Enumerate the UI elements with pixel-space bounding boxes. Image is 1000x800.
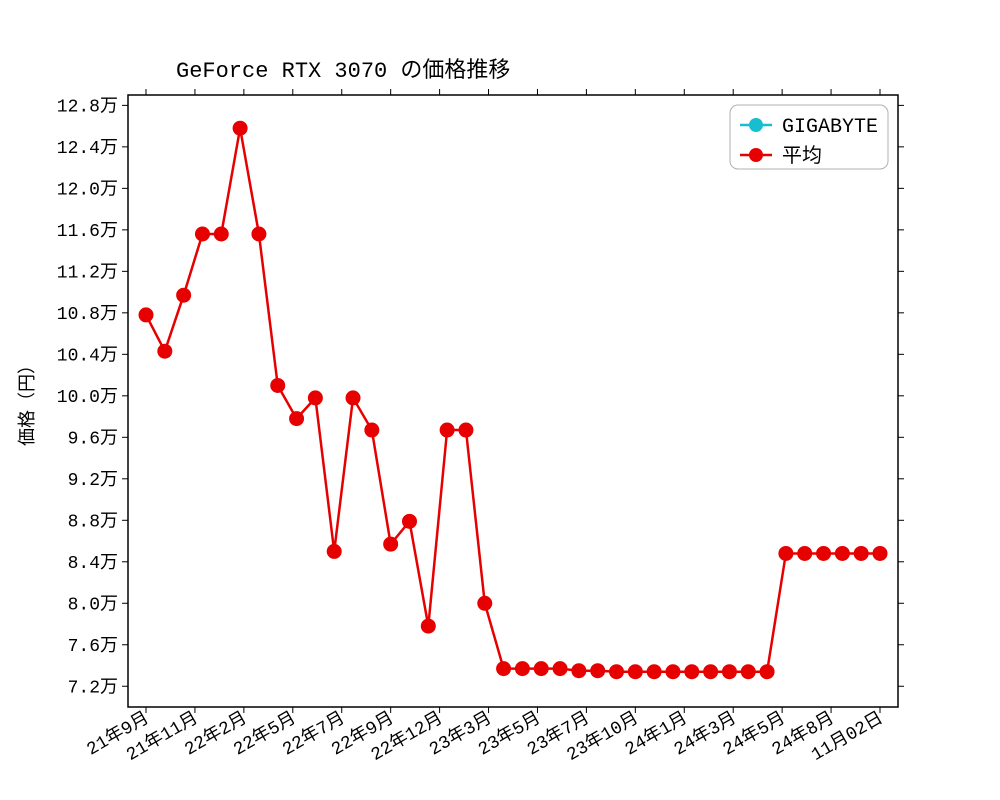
series-marker xyxy=(158,344,172,358)
series-marker xyxy=(722,665,736,679)
series-marker xyxy=(704,665,718,679)
y-tick-label: 8.4万 xyxy=(68,553,118,574)
series-marker xyxy=(798,546,812,560)
chart-title: GeForce RTX 3070 の価格推移 xyxy=(176,58,510,84)
series-marker xyxy=(177,288,191,302)
chart-container: GeForce RTX 3070 の価格推移価格（円） 7.2万 7.6万 8.0万 8… xyxy=(0,0,1000,800)
series-marker xyxy=(497,662,511,676)
legend-label: GIGABYTE xyxy=(782,116,878,139)
series-marker xyxy=(421,619,435,633)
legend-label: 平均 xyxy=(782,144,822,169)
series-marker xyxy=(233,121,247,135)
y-tick-label: 12.4万 xyxy=(57,138,118,159)
y-tick-label: 7.6万 xyxy=(68,636,118,657)
series-marker xyxy=(139,308,153,322)
series-marker xyxy=(308,391,322,405)
series-marker xyxy=(685,665,699,679)
series-marker xyxy=(534,662,548,676)
series-marker xyxy=(271,378,285,392)
series-marker xyxy=(817,546,831,560)
series-marker xyxy=(666,665,680,679)
series-marker xyxy=(572,664,586,678)
legend-marker-icon xyxy=(749,118,763,132)
series-marker xyxy=(459,423,473,437)
y-tick-label: 7.2万 xyxy=(68,677,118,698)
y-tick-label: 12.0万 xyxy=(57,179,118,200)
y-tick-label: 9.6万 xyxy=(68,428,118,449)
series-marker xyxy=(214,227,228,241)
series-marker xyxy=(290,412,304,426)
y-tick-label: 9.2万 xyxy=(68,470,118,491)
series-marker xyxy=(365,423,379,437)
series-marker xyxy=(402,514,416,528)
y-tick-label: 11.6万 xyxy=(57,221,118,242)
series-marker xyxy=(835,546,849,560)
series-marker xyxy=(591,664,605,678)
series-marker xyxy=(647,665,661,679)
y-tick-label: 8.0万 xyxy=(68,594,118,615)
series-marker xyxy=(384,537,398,551)
series-marker xyxy=(440,423,454,437)
price-chart: GeForce RTX 3070 の価格推移価格（円） 7.2万 7.6万 8.0万 8… xyxy=(0,0,1000,800)
series-marker xyxy=(610,665,624,679)
series-marker xyxy=(873,546,887,560)
y-tick-label: 8.8万 xyxy=(68,511,118,532)
series-marker xyxy=(741,665,755,679)
series-marker xyxy=(195,227,209,241)
series-marker xyxy=(515,662,529,676)
series-marker xyxy=(779,546,793,560)
y-tick-label: 10.8万 xyxy=(57,304,118,325)
y-tick-label: 10.4万 xyxy=(57,345,118,366)
y-axis-label: 価格（円） xyxy=(17,356,39,446)
series-marker xyxy=(252,227,266,241)
series-marker xyxy=(854,546,868,560)
series-marker xyxy=(760,665,774,679)
series-marker xyxy=(553,662,567,676)
series-marker xyxy=(346,391,360,405)
series-marker xyxy=(327,544,341,558)
series-marker xyxy=(478,596,492,610)
y-tick-label: 12.8万 xyxy=(57,96,118,117)
y-tick-label: 11.2万 xyxy=(57,262,118,283)
y-tick-label: 10.0万 xyxy=(57,387,118,408)
legend-marker-icon xyxy=(749,148,763,162)
series-marker xyxy=(628,665,642,679)
